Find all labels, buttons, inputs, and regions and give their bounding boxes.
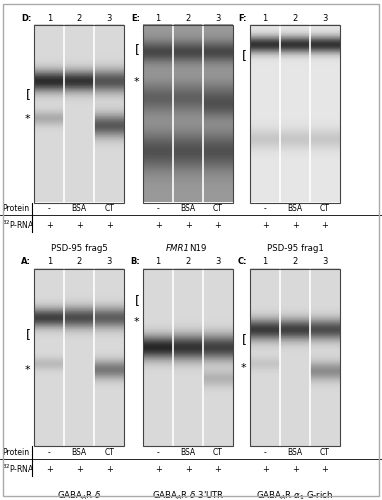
Text: PSD-95 frag1: PSD-95 frag1: [267, 244, 324, 253]
Text: $^{32}$P-RNA: $^{32}$P-RNA: [2, 219, 34, 231]
Text: +: +: [46, 220, 53, 230]
Text: BSA: BSA: [288, 448, 303, 457]
Text: +: +: [106, 464, 113, 473]
Text: -: -: [157, 448, 160, 457]
Text: -: -: [264, 204, 267, 213]
Bar: [34, 25, 124, 203]
Text: BSA: BSA: [288, 204, 303, 213]
Text: +: +: [185, 464, 191, 473]
Bar: [34, 268, 124, 446]
Text: 2: 2: [293, 258, 298, 266]
Text: CT: CT: [320, 448, 330, 457]
Text: +: +: [76, 220, 83, 230]
Text: CT: CT: [104, 448, 114, 457]
Text: +: +: [46, 464, 53, 473]
Text: Protein: Protein: [2, 204, 29, 213]
Text: 3: 3: [322, 14, 328, 23]
Text: 3: 3: [107, 14, 112, 23]
Text: *: *: [25, 364, 30, 374]
Text: -: -: [48, 204, 51, 213]
Text: N19: N19: [189, 244, 206, 253]
Text: B:: B:: [130, 258, 140, 266]
Text: CT: CT: [320, 204, 330, 213]
Text: 1: 1: [47, 14, 52, 23]
Text: +: +: [262, 220, 269, 230]
Text: PSD-95 frag5: PSD-95 frag5: [51, 244, 108, 253]
Text: +: +: [322, 464, 329, 473]
Text: [: [: [241, 333, 247, 346]
Text: 1: 1: [262, 258, 268, 266]
Text: 2: 2: [77, 258, 82, 266]
Text: *: *: [134, 317, 139, 327]
Text: +: +: [215, 464, 222, 473]
Text: 2: 2: [77, 14, 82, 23]
Text: +: +: [292, 220, 298, 230]
Text: -: -: [264, 448, 267, 457]
Text: +: +: [322, 220, 329, 230]
Text: E:: E:: [131, 14, 140, 23]
Text: [: [: [26, 88, 31, 101]
Text: BSA: BSA: [181, 448, 196, 457]
Text: +: +: [185, 220, 191, 230]
Text: +: +: [106, 220, 113, 230]
Text: *: *: [241, 363, 246, 373]
Bar: [143, 268, 233, 446]
Text: 1: 1: [155, 258, 161, 266]
Text: -: -: [157, 204, 160, 213]
Text: 3: 3: [215, 258, 221, 266]
Text: +: +: [155, 464, 162, 473]
Text: 2: 2: [186, 14, 191, 23]
Text: 1: 1: [155, 14, 161, 23]
Text: *: *: [25, 114, 30, 124]
Text: CT: CT: [213, 448, 223, 457]
Text: 2: 2: [186, 258, 191, 266]
Text: BSA: BSA: [72, 448, 87, 457]
Text: [: [: [241, 48, 247, 62]
Text: 2: 2: [293, 14, 298, 23]
Bar: [250, 268, 340, 446]
Text: BSA: BSA: [181, 204, 196, 213]
Text: -: -: [48, 448, 51, 457]
Text: $^{32}$P-RNA: $^{32}$P-RNA: [2, 463, 34, 475]
Text: 1: 1: [47, 258, 52, 266]
Text: D:: D:: [21, 14, 31, 23]
Text: +: +: [76, 464, 83, 473]
Text: BSA: BSA: [72, 204, 87, 213]
Text: [: [: [134, 294, 140, 307]
Text: [: [: [26, 328, 31, 340]
Text: CT: CT: [104, 204, 114, 213]
Text: 3: 3: [215, 14, 221, 23]
Text: Protein: Protein: [2, 448, 29, 457]
Text: GABA$_A$R $\delta$ 3'UTR: GABA$_A$R $\delta$ 3'UTR: [152, 489, 225, 500]
Text: 3: 3: [322, 258, 328, 266]
Text: C:: C:: [238, 258, 247, 266]
Text: +: +: [262, 464, 269, 473]
Text: +: +: [155, 220, 162, 230]
Text: *: *: [134, 77, 139, 87]
Text: +: +: [292, 464, 298, 473]
Text: CT: CT: [213, 204, 223, 213]
Text: GABA$_A$R $\delta$: GABA$_A$R $\delta$: [57, 489, 102, 500]
Text: +: +: [215, 220, 222, 230]
Text: F:: F:: [239, 14, 247, 23]
Bar: [250, 25, 340, 203]
Text: 1: 1: [262, 14, 268, 23]
Text: A:: A:: [21, 258, 31, 266]
Bar: [143, 25, 233, 203]
Text: FMR1: FMR1: [165, 244, 189, 253]
Text: 3: 3: [107, 258, 112, 266]
Text: [: [: [134, 44, 140, 57]
Text: GABA$_A$R $\alpha_1$ G-rich: GABA$_A$R $\alpha_1$ G-rich: [256, 489, 334, 500]
